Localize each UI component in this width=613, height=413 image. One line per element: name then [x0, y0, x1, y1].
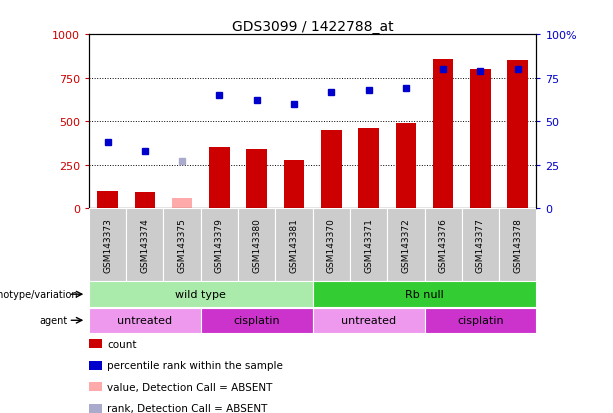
Bar — [126, 209, 164, 281]
Text: GSM143377: GSM143377 — [476, 217, 485, 272]
Text: untreated: untreated — [117, 316, 172, 325]
Text: GSM143371: GSM143371 — [364, 217, 373, 272]
Bar — [462, 209, 499, 281]
Bar — [97, 191, 118, 209]
Bar — [350, 209, 387, 281]
Text: wild type: wild type — [175, 290, 226, 299]
Text: GSM143374: GSM143374 — [140, 217, 150, 272]
Bar — [172, 198, 192, 209]
Text: untreated: untreated — [341, 316, 396, 325]
Bar — [209, 148, 230, 209]
Text: GSM143375: GSM143375 — [178, 217, 186, 272]
Bar — [359, 129, 379, 209]
Title: GDS3099 / 1422788_at: GDS3099 / 1422788_at — [232, 20, 394, 34]
Text: GSM143376: GSM143376 — [439, 217, 447, 272]
Bar — [433, 59, 454, 209]
Bar — [470, 70, 490, 209]
Text: rank, Detection Call = ABSENT: rank, Detection Call = ABSENT — [107, 404, 268, 413]
Text: GSM143378: GSM143378 — [513, 217, 522, 272]
Bar — [424, 308, 536, 333]
Bar — [201, 308, 313, 333]
Text: GSM143370: GSM143370 — [327, 217, 336, 272]
Bar — [164, 209, 200, 281]
Text: genotype/variation: genotype/variation — [0, 290, 78, 299]
Bar — [508, 61, 528, 209]
Bar — [284, 161, 304, 209]
Text: GSM143372: GSM143372 — [402, 217, 410, 272]
Bar — [246, 150, 267, 209]
Bar — [89, 282, 313, 307]
Text: GSM143379: GSM143379 — [215, 217, 224, 272]
Bar — [89, 209, 126, 281]
Bar — [238, 209, 275, 281]
Bar — [313, 308, 424, 333]
Bar — [89, 308, 201, 333]
Text: GSM143381: GSM143381 — [289, 217, 299, 272]
Text: cisplatin: cisplatin — [234, 316, 280, 325]
Text: count: count — [107, 339, 137, 349]
Text: value, Detection Call = ABSENT: value, Detection Call = ABSENT — [107, 382, 273, 392]
Bar — [313, 282, 536, 307]
Text: percentile rank within the sample: percentile rank within the sample — [107, 361, 283, 370]
Bar — [387, 209, 424, 281]
Bar — [313, 209, 350, 281]
Bar — [395, 123, 416, 209]
Text: cisplatin: cisplatin — [457, 316, 504, 325]
Text: Rb null: Rb null — [405, 290, 444, 299]
Text: agent: agent — [39, 316, 67, 325]
Bar — [321, 131, 341, 209]
Bar — [135, 192, 155, 209]
Bar — [499, 209, 536, 281]
Bar — [424, 209, 462, 281]
Text: GSM143373: GSM143373 — [103, 217, 112, 272]
Bar — [275, 209, 313, 281]
Bar — [201, 209, 238, 281]
Text: GSM143380: GSM143380 — [252, 217, 261, 272]
